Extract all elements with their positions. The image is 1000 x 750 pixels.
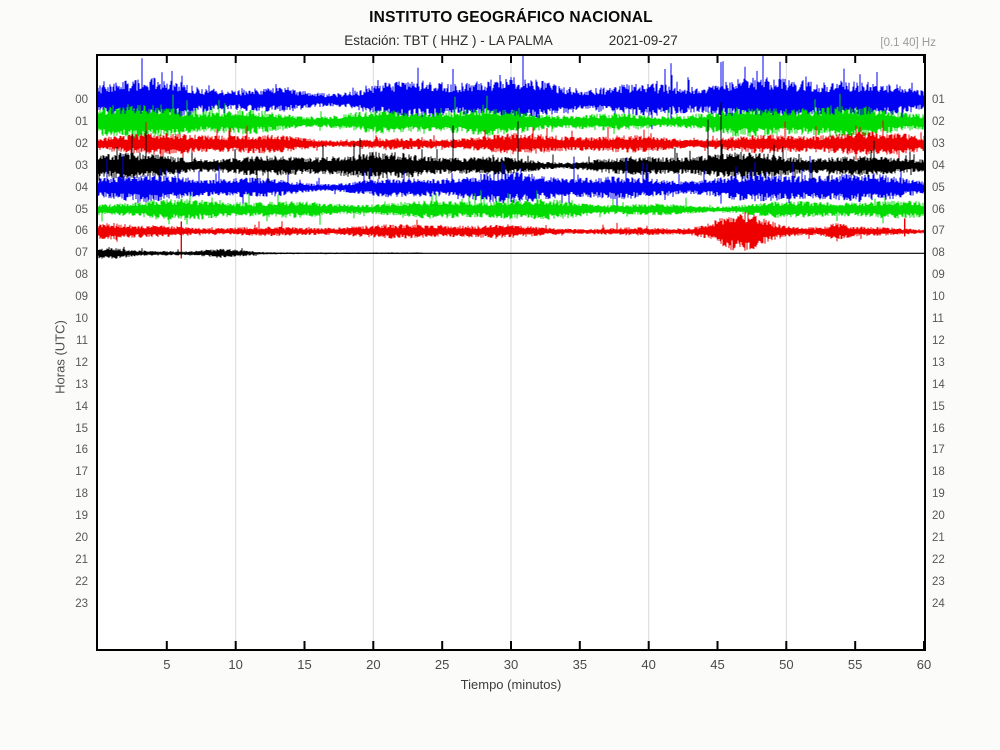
x-tick-label: 45 xyxy=(710,657,725,672)
hour-label-left: 22 xyxy=(75,575,88,588)
x-tick-label: 50 xyxy=(779,657,794,672)
seismic-trace-hour-02 xyxy=(98,120,924,166)
hour-label-left: 17 xyxy=(75,466,88,479)
hour-label-left: 04 xyxy=(75,181,88,194)
hour-label-left: 23 xyxy=(75,597,88,610)
hour-label-right: 14 xyxy=(932,378,945,391)
hour-label-right: 15 xyxy=(932,400,945,413)
hour-label-left: 14 xyxy=(75,400,88,413)
subtitle: Estación: TBT ( HHZ ) - LA PALMA 2021-09… xyxy=(96,33,926,48)
seismic-trace-hour-00 xyxy=(98,56,924,130)
plot-area xyxy=(96,54,926,651)
hour-label-right: 20 xyxy=(932,510,945,523)
hour-label-right: 17 xyxy=(932,444,945,457)
hour-label-right: 24 xyxy=(932,597,945,610)
hour-label-left: 15 xyxy=(75,422,88,435)
hour-label-right: 05 xyxy=(932,181,945,194)
hour-label-left: 16 xyxy=(75,444,88,457)
x-tick-label: 40 xyxy=(641,657,656,672)
hour-label-left: 03 xyxy=(75,159,88,172)
hour-label-left: 12 xyxy=(75,356,88,369)
x-tick-label: 15 xyxy=(297,657,312,672)
hour-label-right: 12 xyxy=(932,334,945,347)
hour-label-left: 20 xyxy=(75,532,88,544)
hour-label-left: 08 xyxy=(75,269,88,282)
hour-label-right: 11 xyxy=(932,313,944,325)
hour-label-left: 13 xyxy=(75,378,88,391)
hour-label-left: 01 xyxy=(75,115,88,128)
x-tick-label: 10 xyxy=(228,657,243,672)
hour-label-right: 02 xyxy=(932,115,945,128)
hour-label-right: 16 xyxy=(932,422,945,435)
hour-label-left: 02 xyxy=(75,137,88,150)
seismic-trace-hour-06 xyxy=(98,212,924,251)
hour-label-right: 08 xyxy=(932,247,945,260)
x-tick-label: 20 xyxy=(366,657,381,672)
x-tick-label: 30 xyxy=(503,657,519,672)
hour-label-right: 19 xyxy=(932,488,945,501)
x-tick-label: 25 xyxy=(434,657,450,672)
hour-label-left: 21 xyxy=(75,553,88,566)
hour-label-left: 11 xyxy=(76,334,88,347)
date-label: 2021-09-27 xyxy=(608,33,678,48)
page-title: INSTITUTO GEOGRÁFICO NACIONAL xyxy=(369,9,653,26)
hour-label-right: 13 xyxy=(932,356,945,369)
hour-label-right: 23 xyxy=(932,575,945,588)
hour-label-right: 01 xyxy=(932,94,945,106)
hour-label-left: 06 xyxy=(75,225,88,238)
hour-label-left: 05 xyxy=(75,203,88,216)
hour-label-right: 07 xyxy=(932,225,945,238)
hour-label-left: 07 xyxy=(75,247,88,260)
filter-band-label: [0.1 40] Hz xyxy=(880,37,936,49)
seismic-trace-hour-04 xyxy=(98,154,924,212)
x-tick-label: 35 xyxy=(572,657,588,672)
hour-label-left: 00 xyxy=(75,94,88,106)
hour-label-right: 22 xyxy=(932,553,945,566)
seismic-trace-hour-01 xyxy=(98,93,924,140)
hour-label-left: 10 xyxy=(75,313,88,325)
hour-label-right: 03 xyxy=(932,137,945,150)
hour-label-left: 09 xyxy=(75,291,88,304)
seismogram-traces xyxy=(98,56,924,649)
hour-label-right: 10 xyxy=(932,291,945,304)
hour-label-right: 21 xyxy=(932,532,945,544)
hour-label-right: 09 xyxy=(932,269,945,282)
x-tick-label: 5 xyxy=(163,657,171,672)
hour-label-left: 18 xyxy=(75,488,88,501)
hour-label-right: 06 xyxy=(932,203,945,216)
x-tick-label: 55 xyxy=(847,657,863,672)
station-label: Estación: TBT ( HHZ ) - LA PALMA xyxy=(344,33,553,48)
seismic-trace-hour-03 xyxy=(98,102,924,187)
hour-label-right: 18 xyxy=(932,466,945,479)
seismic-trace-hour-05 xyxy=(98,190,924,225)
x-tick-label: 60 xyxy=(916,657,932,672)
hour-label-right: 04 xyxy=(932,159,945,172)
hour-label-left: 19 xyxy=(75,510,88,523)
seismic-trace-hour-07 xyxy=(98,246,423,259)
x-axis-title: Tiempo (minutos) xyxy=(460,677,562,692)
